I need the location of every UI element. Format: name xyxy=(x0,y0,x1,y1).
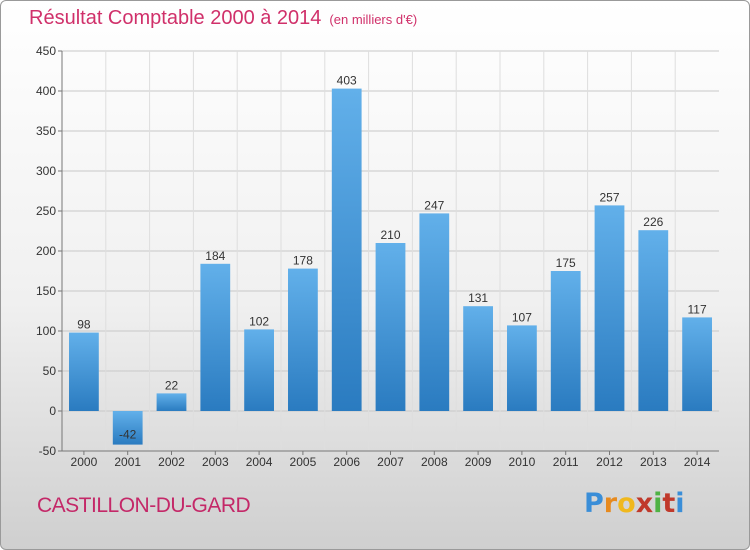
y-tick-label: 250 xyxy=(36,204,56,218)
data-label: -42 xyxy=(119,428,137,442)
data-label: 247 xyxy=(424,198,444,212)
bar xyxy=(331,88,362,411)
bar xyxy=(419,213,450,411)
commune-name: CASTILLON-DU-GARD xyxy=(37,494,251,517)
bar xyxy=(550,271,581,411)
chart-title-text: Résultat Comptable 2000 à 2014 xyxy=(29,7,322,29)
logo-letter: o xyxy=(617,488,636,519)
y-tick-label: 100 xyxy=(36,324,56,338)
bar xyxy=(112,411,143,445)
bar xyxy=(200,263,231,411)
bar xyxy=(463,306,493,411)
bars xyxy=(69,88,712,445)
y-tick-label: 400 xyxy=(36,84,56,98)
data-label: 184 xyxy=(205,249,225,263)
y-tick-label: 450 xyxy=(36,44,56,58)
y-tick-label: 150 xyxy=(36,284,56,298)
x-tick-label: 2012 xyxy=(596,455,623,469)
x-tick-label: 2003 xyxy=(202,455,229,469)
logo-letter: t xyxy=(662,488,676,519)
data-label: 131 xyxy=(468,291,488,305)
y-tick-label: -50 xyxy=(39,444,57,458)
proxiti-logo[interactable]: Proxiti xyxy=(584,488,685,519)
chart-subtitle: (en milliers d'€) xyxy=(329,12,418,27)
data-label: 257 xyxy=(599,190,619,204)
bar xyxy=(375,243,406,411)
data-label: 98 xyxy=(77,318,91,332)
axes: -50 0 50 100 150 200 250 300 350 400 450 2000 2001 20… xyxy=(36,44,719,469)
x-tick-label: 2010 xyxy=(509,455,536,469)
data-label: 210 xyxy=(380,228,400,242)
bar xyxy=(594,205,625,411)
x-tick-label: 2009 xyxy=(465,455,492,469)
data-label: 107 xyxy=(512,310,532,324)
y-tick-label: 50 xyxy=(43,364,57,378)
x-tick-label: 2005 xyxy=(290,455,317,469)
y-tick-label: 200 xyxy=(36,244,56,258)
bar xyxy=(638,230,669,411)
bar xyxy=(156,393,187,411)
x-tick-label: 2013 xyxy=(640,455,667,469)
y-tick-label: 0 xyxy=(49,404,56,418)
bar xyxy=(244,329,274,411)
logo-letter: i xyxy=(653,488,663,519)
logo-letter: x xyxy=(635,488,654,519)
logo-letter: P xyxy=(584,488,604,519)
chart-title: Résultat Comptable 2000 à 2014 (en millie… xyxy=(29,7,417,30)
x-tick-label: 2008 xyxy=(421,455,448,469)
data-label: 226 xyxy=(643,215,663,229)
bar xyxy=(69,332,99,411)
data-labels: 98 -42 22 184 102 178 403 210 247 131 107 175 257 226… xyxy=(77,74,707,442)
logo-letter: i xyxy=(675,488,685,519)
data-label: 403 xyxy=(337,74,357,88)
data-label: 102 xyxy=(249,314,269,328)
y-tick-label: 350 xyxy=(36,124,56,138)
bar xyxy=(682,317,712,411)
x-tick-label: 2006 xyxy=(333,455,360,469)
x-tick-label: 2007 xyxy=(377,455,404,469)
bar xyxy=(507,325,537,411)
y-tick-label: 300 xyxy=(36,164,56,178)
x-tick-label: 2001 xyxy=(114,455,141,469)
x-tick-label: 2011 xyxy=(553,455,579,469)
data-label: 175 xyxy=(556,256,576,270)
x-tick-label: 2014 xyxy=(684,455,711,469)
data-label: 178 xyxy=(293,254,313,268)
bar xyxy=(288,268,318,411)
data-label: 22 xyxy=(165,378,179,392)
data-label: 117 xyxy=(688,302,707,316)
x-tick-label: 2000 xyxy=(71,455,98,469)
logo-letter: r xyxy=(603,488,618,519)
x-tick-label: 2004 xyxy=(246,455,273,469)
x-tick-label: 2002 xyxy=(158,455,185,469)
